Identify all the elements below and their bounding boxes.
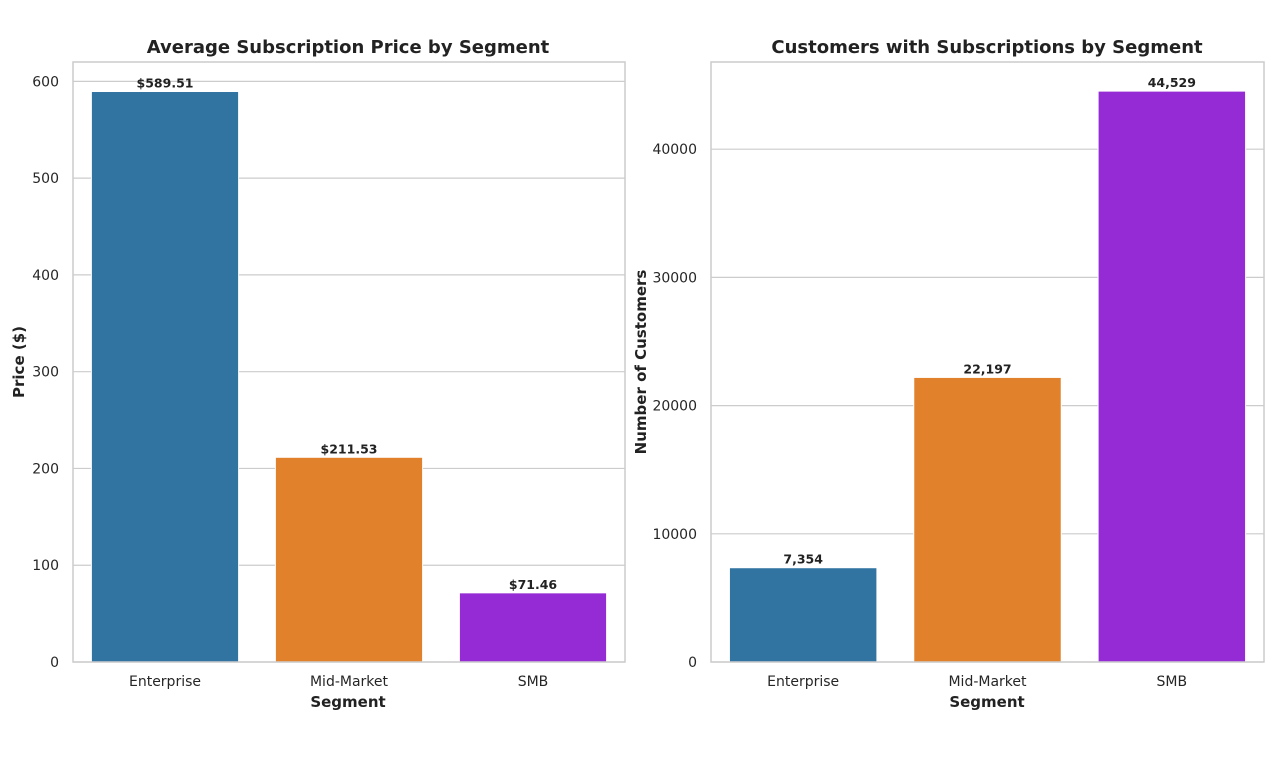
customers-chart-bar-enterprise xyxy=(728,567,878,663)
customers-chart-y-ticks: 0 10000 20000 30000 40000 xyxy=(652,142,697,671)
price-chart-y-tick-label: 300 xyxy=(32,365,59,381)
price-chart-y-ticks: 0 100 200 300 400 500 600 xyxy=(32,74,59,671)
customers-chart-y-tick-label: 30000 xyxy=(652,270,697,286)
customers-chart-x-axis-label: Segment xyxy=(949,693,1024,711)
price-chart-y-tick-label: 200 xyxy=(32,461,59,477)
price-chart-data-label: $71.46 xyxy=(509,577,558,592)
customers-chart-data-label: 22,197 xyxy=(963,361,1011,376)
customers-chart-x-tick-label: Enterprise xyxy=(767,674,839,690)
price-chart-x-tick-label: Enterprise xyxy=(129,674,201,690)
price-chart-y-tick-label: 100 xyxy=(32,558,59,574)
customers-chart-y-tick-label: 0 xyxy=(688,655,697,671)
price-chart-x-tick-label: Mid-Market xyxy=(310,674,389,690)
customers-chart-bars xyxy=(728,90,1247,663)
price-chart-data-label: $589.51 xyxy=(137,76,194,91)
customers-chart-bar-smb xyxy=(1097,90,1247,663)
customers-chart-x-tick-label: Mid-Market xyxy=(948,674,1027,690)
price-chart-x-tick-label: SMB xyxy=(518,674,549,690)
customers-chart-y-axis-label: Number of Customers xyxy=(632,270,650,455)
price-chart-bar-enterprise xyxy=(90,91,240,663)
price-chart-y-tick-label: 500 xyxy=(32,171,59,187)
price-chart-y-axis-label: Price ($) xyxy=(10,326,28,398)
customers-chart-y-tick-label: 10000 xyxy=(652,527,697,543)
customers-chart-y-tick-label: 20000 xyxy=(652,399,697,415)
price-chart-y-tick-label: 400 xyxy=(32,268,59,284)
price-chart-y-tick-label: 600 xyxy=(32,74,59,90)
price-chart-data-label: $211.53 xyxy=(321,441,378,456)
price-chart-title: Average Subscription Price by Segment xyxy=(147,37,550,58)
customers-chart-bar-mid-market xyxy=(913,376,1062,663)
customers-chart-x-tick-label: SMB xyxy=(1157,674,1188,690)
price-chart-y-tick-label: 0 xyxy=(50,655,59,671)
customers-chart-frame xyxy=(710,61,1265,663)
price-chart-x-ticks: Enterprise Mid-Market SMB xyxy=(129,674,548,690)
price-chart-frame xyxy=(72,61,626,663)
price-chart-bar-smb xyxy=(458,592,608,663)
price-chart: Average Subscription Price by Segment 0 1… xyxy=(10,37,626,711)
customers-chart-title: Customers with Subscriptions by Segment xyxy=(771,37,1203,58)
customers-chart-data-label: 44,529 xyxy=(1148,75,1196,90)
customers-chart-data-labels: 7,354 22,197 44,529 xyxy=(783,75,1196,567)
customers-chart-data-label: 7,354 xyxy=(783,552,823,567)
customers-chart-y-tick-label: 40000 xyxy=(652,142,697,158)
price-chart-bar-mid-market xyxy=(274,456,424,663)
customers-chart-x-ticks: Enterprise Mid-Market SMB xyxy=(767,674,1187,690)
customers-chart: Customers with Subscriptions by Segment … xyxy=(632,37,1265,711)
price-chart-x-axis-label: Segment xyxy=(310,693,385,711)
price-chart-data-labels: $589.51 $211.53 $71.46 xyxy=(137,76,558,592)
